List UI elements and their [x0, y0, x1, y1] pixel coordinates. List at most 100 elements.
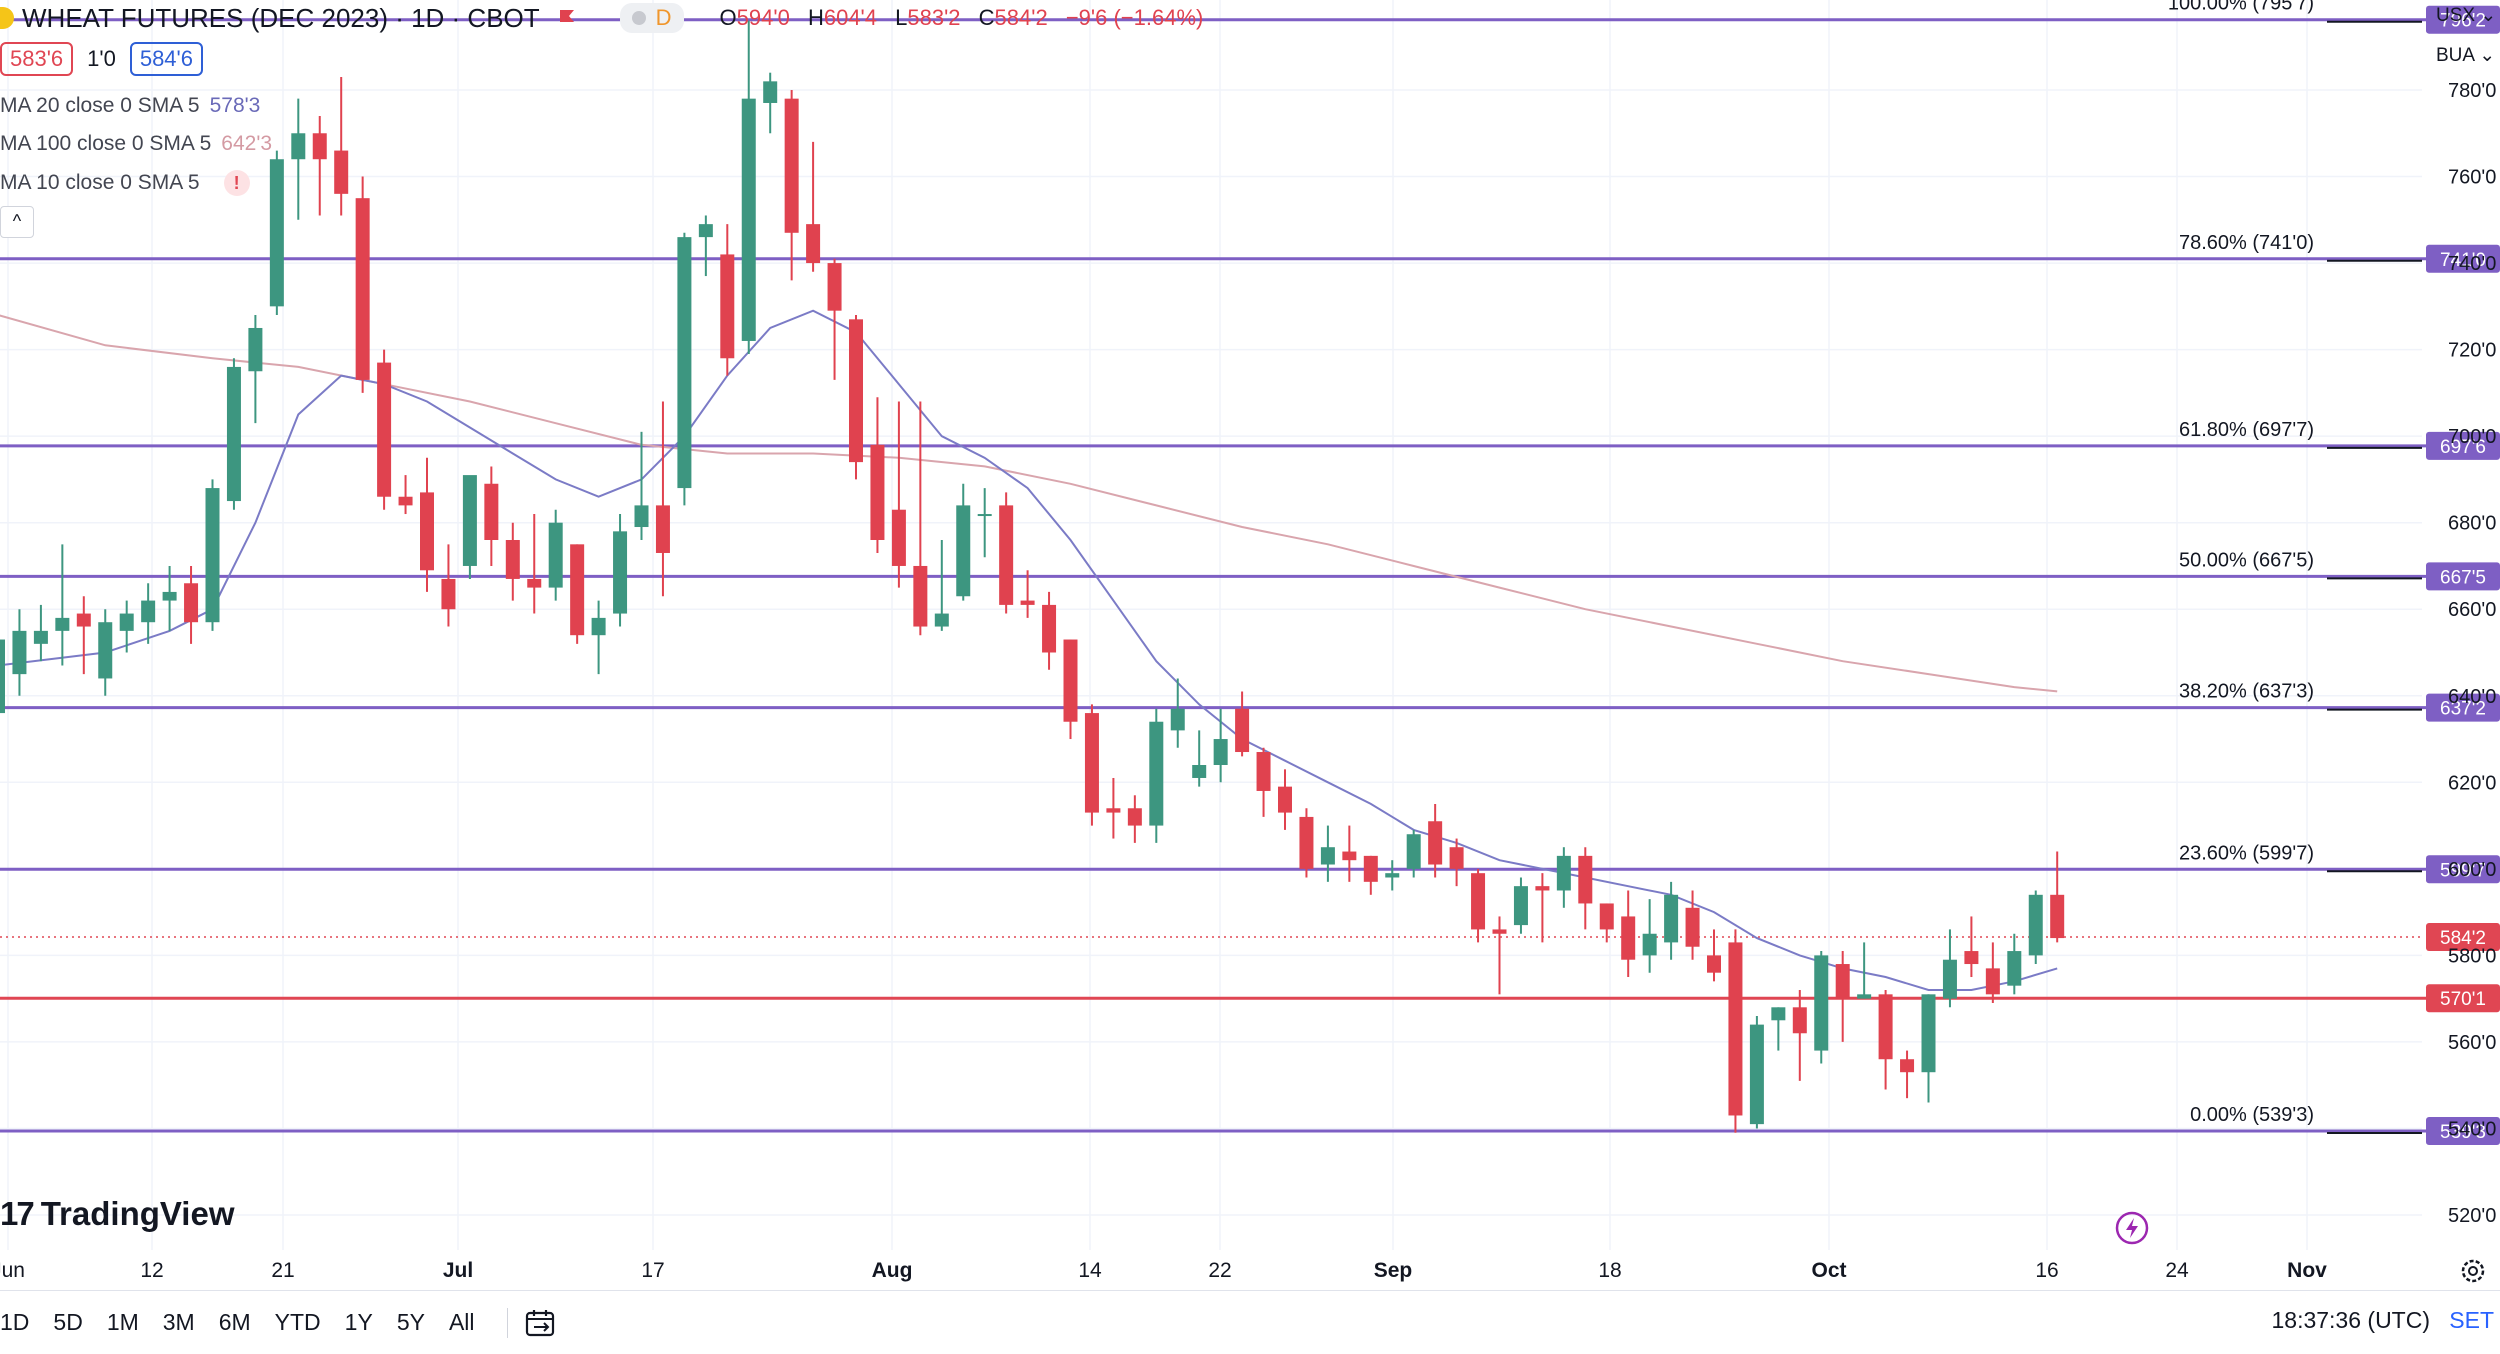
- candle-down: [1878, 990, 1893, 1090]
- candle-down: [484, 466, 499, 566]
- timeframe-1m[interactable]: 1M: [106, 1309, 139, 1335]
- chevron-up-icon[interactable]: ^: [0, 206, 34, 238]
- toolbar-divider: [506, 1307, 508, 1338]
- chart-header: WHEAT FUTURES (DEC 2023) · 1D · CBOT D O…: [0, 0, 1215, 36]
- sell-button[interactable]: 583'6: [0, 42, 74, 76]
- candle-body: [1814, 955, 1829, 1051]
- session-button[interactable]: SET: [2449, 1307, 2494, 1333]
- fib-price-tag-label: 697'6: [2440, 437, 2486, 458]
- candle-down: [1685, 890, 1700, 960]
- candle-body: [484, 483, 499, 540]
- candle-body: [527, 578, 542, 588]
- interval-badge[interactable]: D: [619, 3, 684, 33]
- candle-up: [1170, 678, 1185, 748]
- fib-price-tag: [2426, 431, 2500, 460]
- candle-down: [784, 90, 799, 281]
- symbol-title[interactable]: WHEAT FUTURES (DEC 2023) · 1D · CBOT: [22, 2, 540, 33]
- candle-up: [613, 514, 628, 627]
- time-tick-label: 18: [1598, 1259, 1622, 1282]
- candle-up: [591, 600, 606, 675]
- candle-body: [1213, 739, 1228, 765]
- candle-body: [1342, 851, 1357, 861]
- candle-down: [184, 565, 199, 644]
- candle-down: [1063, 639, 1078, 740]
- calendar-range-icon[interactable]: [524, 1308, 558, 1338]
- candle-down: [1578, 847, 1593, 930]
- candle-body: [269, 159, 284, 307]
- price-tick-label: 580'0: [2448, 945, 2496, 967]
- time-tick-label: Aug: [871, 1259, 913, 1282]
- candle-body: [1964, 951, 1979, 965]
- ma20-line: [0, 309, 2058, 991]
- candle-body: [441, 578, 456, 610]
- candle-body: [55, 617, 70, 631]
- candle-down: [2050, 851, 2065, 943]
- indicator-ma10[interactable]: MA 10 close 0 SMA 5!: [0, 170, 250, 196]
- time-tick-label: Nov: [2287, 1259, 2327, 1282]
- indicator-label: MA 100 close 0 SMA 5: [0, 132, 212, 155]
- candle-body: [1556, 855, 1571, 891]
- candle-up: [1749, 1015, 1764, 1129]
- candle-body: [1792, 1007, 1807, 1034]
- indicator-value: 578'3: [209, 94, 261, 117]
- timeframe-6m[interactable]: 6M: [218, 1309, 251, 1335]
- candle-up: [269, 150, 284, 315]
- candle-up: [698, 215, 713, 277]
- candle-down: [312, 115, 327, 216]
- candle-body: [1449, 847, 1464, 869]
- clock[interactable]: 18:37:36 (UTC): [2271, 1307, 2430, 1333]
- fib-price-tag-label: 667'5: [2440, 567, 2486, 588]
- fib-price-tag: [2426, 5, 2500, 34]
- candle-down: [1449, 838, 1464, 887]
- candle-up: [248, 315, 263, 424]
- gear-icon[interactable]: [2458, 1256, 2488, 1286]
- candle-down: [76, 596, 91, 675]
- unit-select[interactable]: BUA ⌄: [2436, 45, 2496, 66]
- candle-up: [162, 565, 177, 631]
- quantity-field[interactable]: 1'0: [87, 46, 116, 71]
- candle-body: [1900, 1059, 1915, 1073]
- bolt-icon[interactable]: [2114, 1210, 2150, 1246]
- candle-down: [1599, 903, 1614, 943]
- bottom-toolbar: 1D 5D 1M 3M 6M YTD 1Y 5Y All 18:37:36 (U…: [0, 1290, 2500, 1354]
- candle-body: [956, 505, 971, 597]
- candle-down: [891, 401, 906, 588]
- timeframe-ytd[interactable]: YTD: [274, 1309, 321, 1335]
- candle-body: [98, 622, 113, 679]
- candle-down: [1835, 951, 1850, 1042]
- candle-up: [1664, 881, 1679, 960]
- fib-price-tag-label: 599'7: [2440, 860, 2486, 881]
- candle-body: [1578, 855, 1593, 904]
- warning-icon[interactable]: !: [223, 170, 250, 196]
- candle-body: [1299, 816, 1314, 869]
- tradingview-logo[interactable]: 17 TradingView: [0, 1195, 235, 1233]
- candle-body: [891, 509, 906, 566]
- logo-dot-icon: [0, 7, 14, 29]
- indicator-ma20[interactable]: MA 20 close 0 SMA 5 578'3: [0, 94, 260, 118]
- flag-icon[interactable]: [558, 9, 576, 27]
- timeframe-1y[interactable]: 1Y: [344, 1309, 373, 1335]
- candle-up: [1513, 877, 1528, 934]
- candle-body: [999, 505, 1014, 605]
- candle-body: [162, 591, 177, 601]
- timeframe-5y[interactable]: 5Y: [396, 1309, 425, 1335]
- indicator-ma100[interactable]: MA 100 close 0 SMA 5 642'3: [0, 132, 272, 156]
- candle-up: [956, 483, 971, 601]
- candle-body: [0, 639, 5, 714]
- candle-down: [420, 457, 434, 592]
- timeframe-3m[interactable]: 3M: [162, 1309, 195, 1335]
- timeframe-all[interactable]: All: [448, 1309, 475, 1335]
- currency-select[interactable]: USX ⌄: [2436, 5, 2497, 26]
- candle-body: [784, 98, 799, 233]
- candle-down: [1535, 873, 1550, 943]
- timeframe-5d[interactable]: 5D: [53, 1309, 83, 1335]
- candle-down: [1106, 777, 1121, 839]
- grid: [0, 0, 2422, 1250]
- fibonacci-levels: 100.00% (795'7) 796'2 78.60% (741'0) 741'0 6…: [0, 0, 2500, 1146]
- buy-button[interactable]: 584'6: [129, 42, 203, 76]
- ohlc-values: O594'0 H604'4 L583'2 C584'2 −9'6 (−1.64%…: [720, 5, 1216, 31]
- price-chart[interactable]: 100.00% (795'7) 796'2 78.60% (741'0) 741'0 6…: [0, 0, 2500, 1290]
- fib-level-label: 50.00% (667'5): [2179, 549, 2314, 571]
- timeframe-1d[interactable]: 1D: [0, 1309, 30, 1335]
- candle-body: [1835, 964, 1850, 999]
